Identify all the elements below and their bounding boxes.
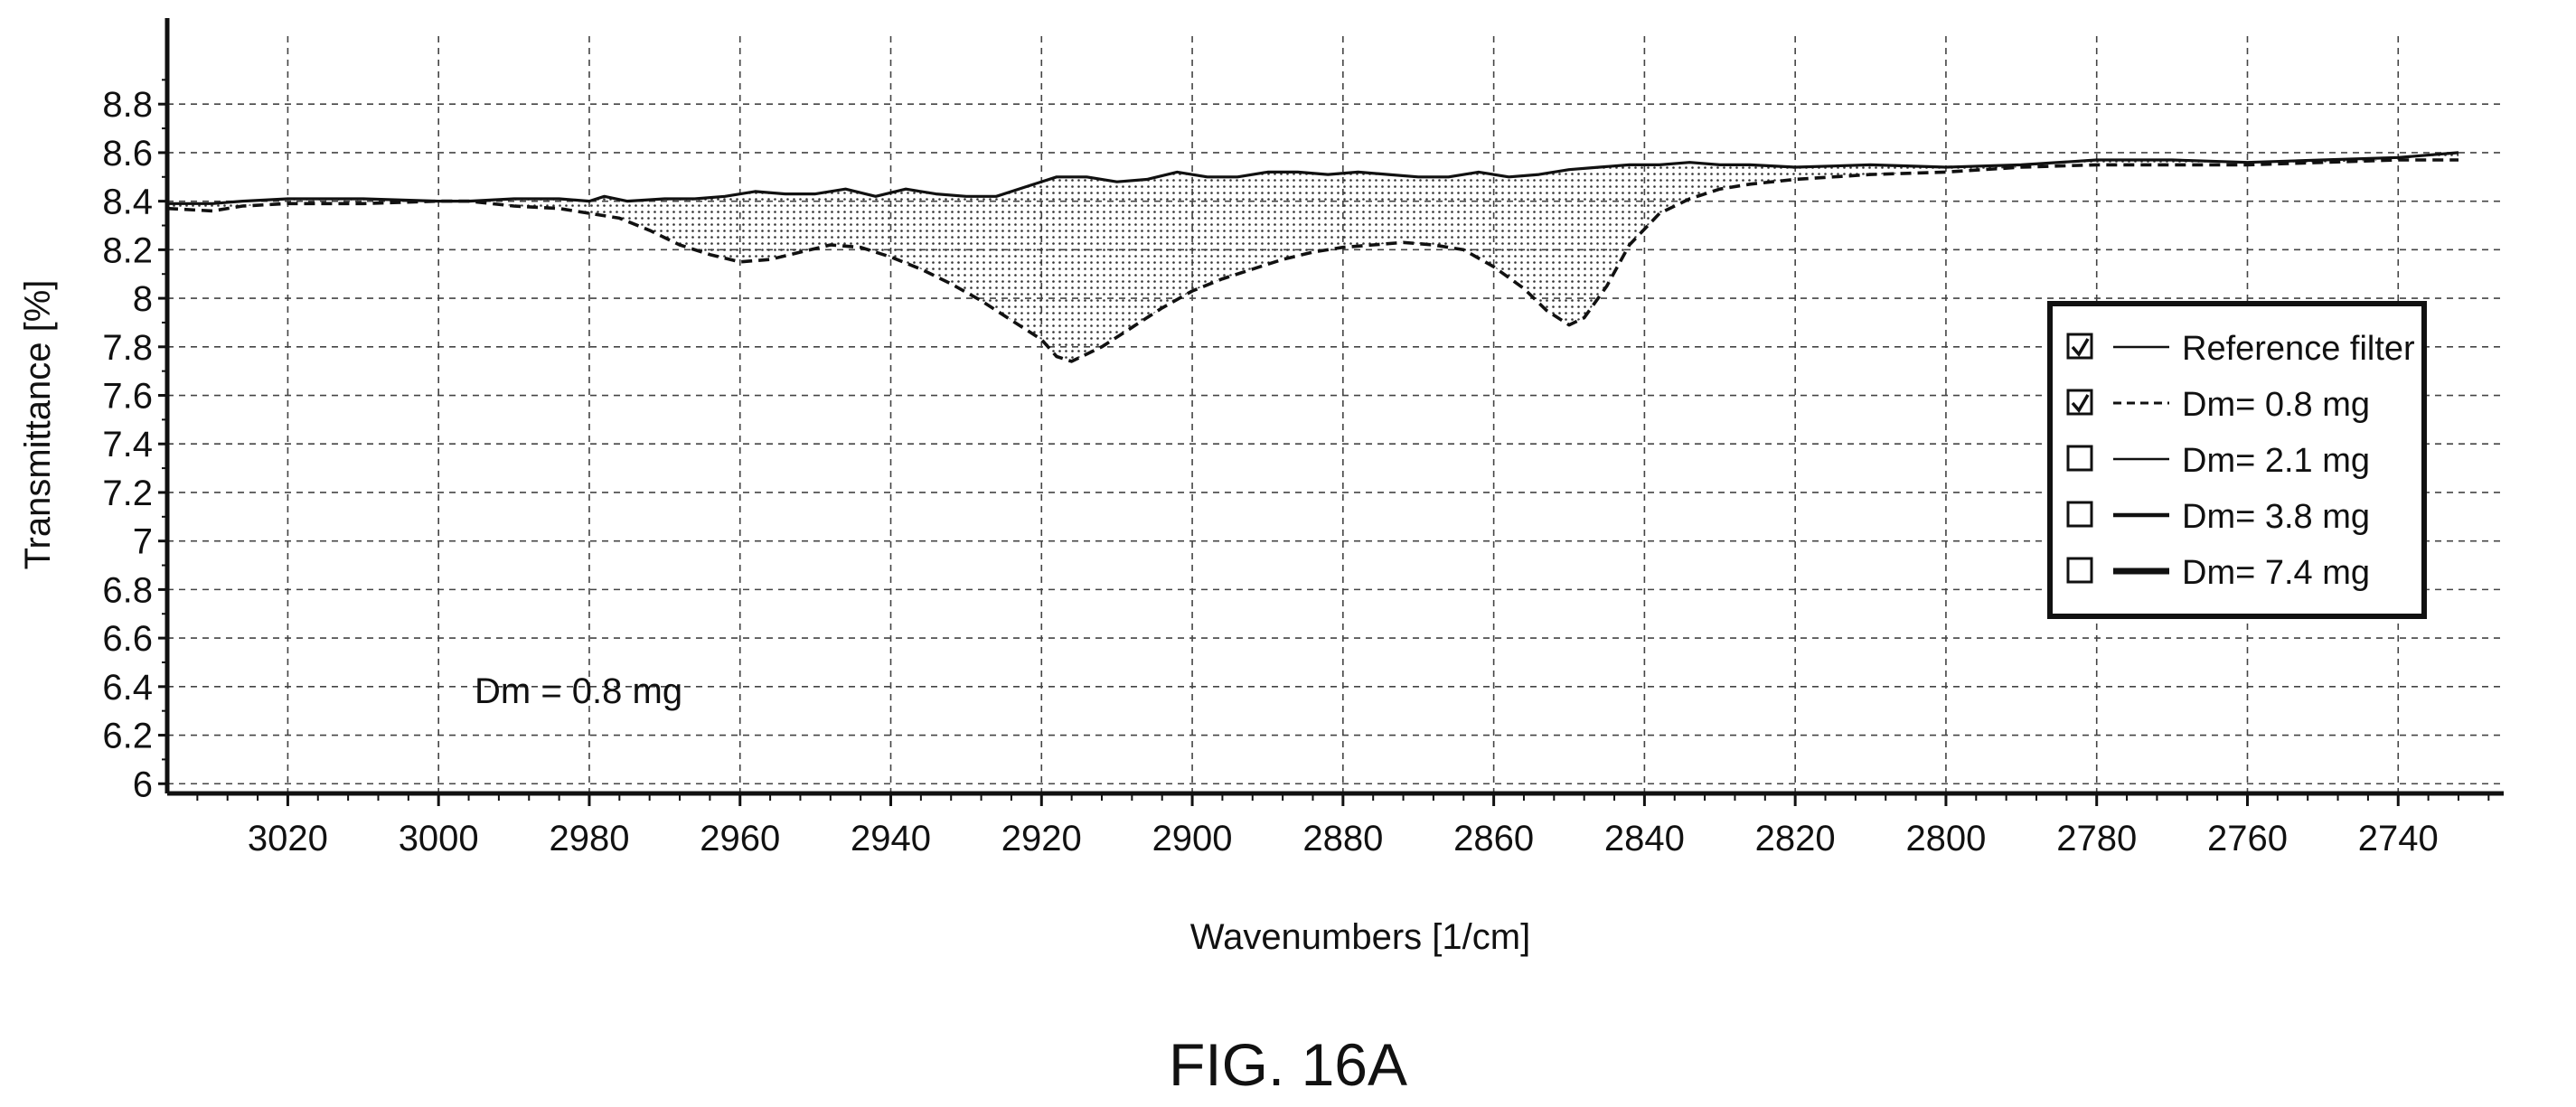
grid-lines bbox=[167, 36, 2504, 793]
x-tick-label: 2820 bbox=[1755, 819, 1836, 858]
x-tick-label: 2840 bbox=[1604, 819, 1685, 858]
figure-caption: FIG. 16A bbox=[1168, 1031, 1408, 1098]
legend-label: Dm= 2.1 mg bbox=[2182, 442, 2370, 480]
y-tick-label: 8.8 bbox=[102, 85, 153, 125]
legend-box bbox=[2047, 301, 2427, 619]
legend-label: Reference filter bbox=[2182, 330, 2415, 368]
y-tick-label: 8.2 bbox=[102, 230, 153, 270]
legend-checkbox bbox=[2066, 445, 2093, 472]
x-tick-label: 2940 bbox=[851, 819, 931, 858]
x-tick-label: 3020 bbox=[248, 819, 328, 858]
legend-check-icon bbox=[2071, 394, 2090, 413]
x-tick-label: 2880 bbox=[1302, 819, 1383, 858]
y-tick-label: 6.4 bbox=[102, 668, 153, 708]
annotation-label: Dm = 0.8 mg bbox=[475, 671, 682, 711]
legend-label: Dm= 7.4 mg bbox=[2182, 554, 2370, 592]
y-tick-label: 8.6 bbox=[102, 134, 153, 174]
x-tick-label: 2760 bbox=[2207, 819, 2288, 858]
x-tick-label: 2980 bbox=[549, 819, 629, 858]
legend-label: Dm= 0.8 mg bbox=[2182, 386, 2370, 424]
x-axis-title: Wavenumbers [1/cm] bbox=[1190, 917, 1530, 957]
x-tick-label: 2860 bbox=[1453, 819, 1534, 858]
series-line-reference-filter bbox=[167, 151, 2459, 205]
y-tick-label: 7.6 bbox=[102, 377, 153, 417]
y-tick-label: 6 bbox=[133, 765, 153, 804]
y-tick-label: 6.2 bbox=[102, 717, 153, 756]
y-axis-title: Transmittance [%] bbox=[18, 280, 58, 570]
x-tick-label: 2740 bbox=[2358, 819, 2439, 858]
y-tick-label: 7.8 bbox=[102, 328, 153, 368]
y-tick-label: 8 bbox=[133, 279, 153, 319]
y-tick-label: 6.6 bbox=[102, 619, 153, 659]
x-tick-label: 2900 bbox=[1152, 819, 1233, 858]
legend-checkbox bbox=[2066, 557, 2093, 584]
x-tick-label: 2800 bbox=[1905, 819, 1986, 858]
difference-shaded-area bbox=[167, 152, 2458, 361]
tick-labels: 6 6.2 6.4 6.6 6.8 7 7.2 7.4 7.6 7.8 8 8.2 8.4 8.6 8.8 3… bbox=[102, 85, 2438, 858]
y-tick-label: 7.2 bbox=[102, 474, 153, 513]
transmittance-chart: 6 6.2 6.4 6.6 6.8 7 7.2 7.4 7.6 7.8 8 8.2 8.4 8.6 8.8 3… bbox=[18, 18, 2504, 957]
x-tick-label: 2780 bbox=[2056, 819, 2137, 858]
y-tick-label: 8.4 bbox=[102, 183, 153, 222]
x-tick-label: 3000 bbox=[399, 819, 479, 858]
y-tick-label: 7 bbox=[133, 522, 153, 562]
x-tick-label: 2960 bbox=[700, 819, 780, 858]
y-tick-label: 6.8 bbox=[102, 570, 153, 610]
y-tick-label: 7.4 bbox=[102, 425, 153, 464]
axes bbox=[158, 18, 2504, 806]
series-line-dm-0-8-mg bbox=[166, 158, 2458, 363]
legend-label: Dm= 3.8 mg bbox=[2182, 498, 2370, 536]
legend: Reference filter Dm= 0.8 mg Dm= 2.1 mg Dm= … bbox=[2047, 301, 2427, 619]
legend-check-icon bbox=[2071, 338, 2090, 357]
legend-checkbox bbox=[2066, 501, 2093, 528]
x-tick-label: 2920 bbox=[1001, 819, 1082, 858]
series-lines bbox=[166, 151, 2459, 363]
